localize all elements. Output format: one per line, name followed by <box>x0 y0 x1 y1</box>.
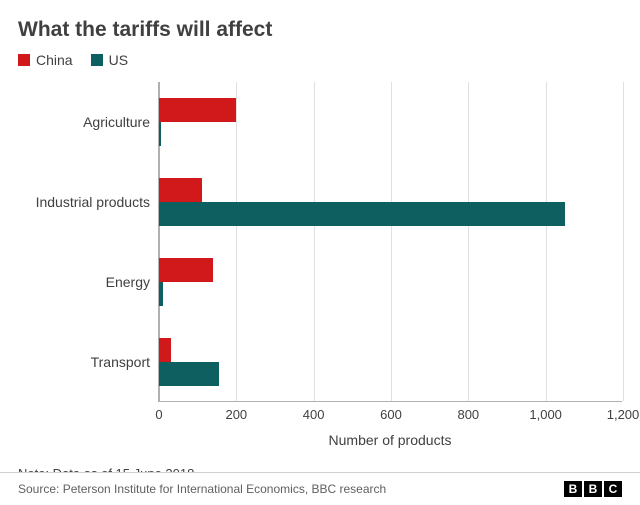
x-tick-label: 1,000 <box>529 401 562 422</box>
gridline <box>468 82 469 401</box>
bar-china <box>159 98 236 122</box>
x-tick-label: 0 <box>155 401 162 422</box>
legend-label-china: China <box>36 52 73 68</box>
bbc-logo-b1: B <box>564 481 582 497</box>
y-tick-label: Energy <box>106 274 150 290</box>
gridline <box>236 82 237 401</box>
x-axis-title: Number of products <box>158 432 622 448</box>
gridline <box>546 82 547 401</box>
x-tick-label: 600 <box>380 401 402 422</box>
bbc-logo-b2: B <box>584 481 602 497</box>
gridline <box>314 82 315 401</box>
x-tick-label: 400 <box>303 401 325 422</box>
y-tick-label: Transport <box>91 354 150 370</box>
x-tick-label: 1,200 <box>607 401 640 422</box>
bar-us <box>159 202 565 226</box>
bar-china <box>159 338 171 362</box>
legend-item-china: China <box>18 52 73 68</box>
bar-us <box>159 122 161 146</box>
legend-swatch-us <box>91 54 103 66</box>
bar-us <box>159 282 163 306</box>
y-tick-label: Agriculture <box>83 114 150 130</box>
source-text: Source: Peterson Institute for Internati… <box>18 482 386 496</box>
bar-us <box>159 362 219 386</box>
chart-container: What the tariffs will affect China US Ag… <box>0 0 640 505</box>
legend-item-us: US <box>91 52 128 68</box>
y-tick-label: Industrial products <box>36 194 150 210</box>
bbc-logo: B B C <box>564 481 622 497</box>
bar-china <box>159 258 213 282</box>
legend-label-us: US <box>109 52 128 68</box>
footer: Source: Peterson Institute for Internati… <box>0 472 640 505</box>
x-tick-label: 800 <box>457 401 479 422</box>
bbc-logo-c: C <box>604 481 622 497</box>
legend: China US <box>18 52 622 68</box>
chart-title: What the tariffs will affect <box>18 18 622 42</box>
plot: Agriculture Industrial products Energy Tran… <box>18 82 622 402</box>
gridline <box>391 82 392 401</box>
bar-china <box>159 178 202 202</box>
legend-swatch-china <box>18 54 30 66</box>
y-axis-labels: Agriculture Industrial products Energy Tran… <box>18 82 158 402</box>
x-tick-label: 200 <box>225 401 247 422</box>
plot-area: 02004006008001,0001,200 <box>158 82 622 402</box>
gridline <box>623 82 624 401</box>
